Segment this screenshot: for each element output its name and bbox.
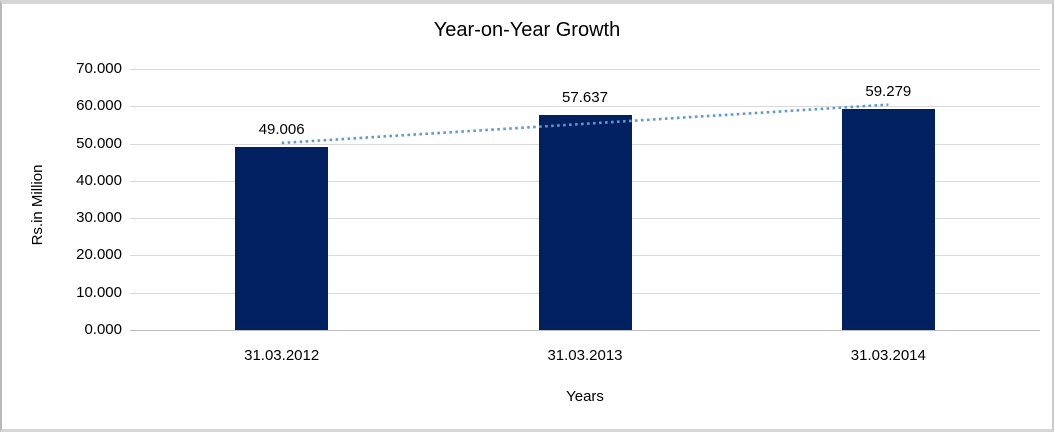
y-tick-label: 10.000 [76,283,122,301]
bar-31.03.2013 [538,115,632,330]
x-axis-line [130,330,1040,331]
bar-31.03.2012 [235,147,329,330]
y-tick-label: 40.000 [76,171,122,189]
y-tick-label: 30.000 [76,209,122,227]
x-tick-label: 31.03.2012 [244,347,320,364]
y-tick-label: 0.000 [84,321,122,338]
y-tick-label: 20.000 [76,246,122,264]
y-tick-label: 70.000 [76,60,122,77]
data-label: 49.006 [258,121,305,139]
x-tick-label: 31.03.2013 [547,347,623,364]
x-tick-label: 31.03.2014 [850,347,926,364]
y-tick-label: 50.000 [76,134,122,152]
data-label: 59.279 [865,82,912,100]
y-tick-label: 60.000 [76,97,122,115]
data-label: 57.637 [562,89,608,107]
gridline [130,69,1040,70]
chart-title: Year-on-Year Growth [433,19,621,41]
bar-31.03.2014 [841,108,935,330]
x-axis-title: Years [566,388,604,405]
